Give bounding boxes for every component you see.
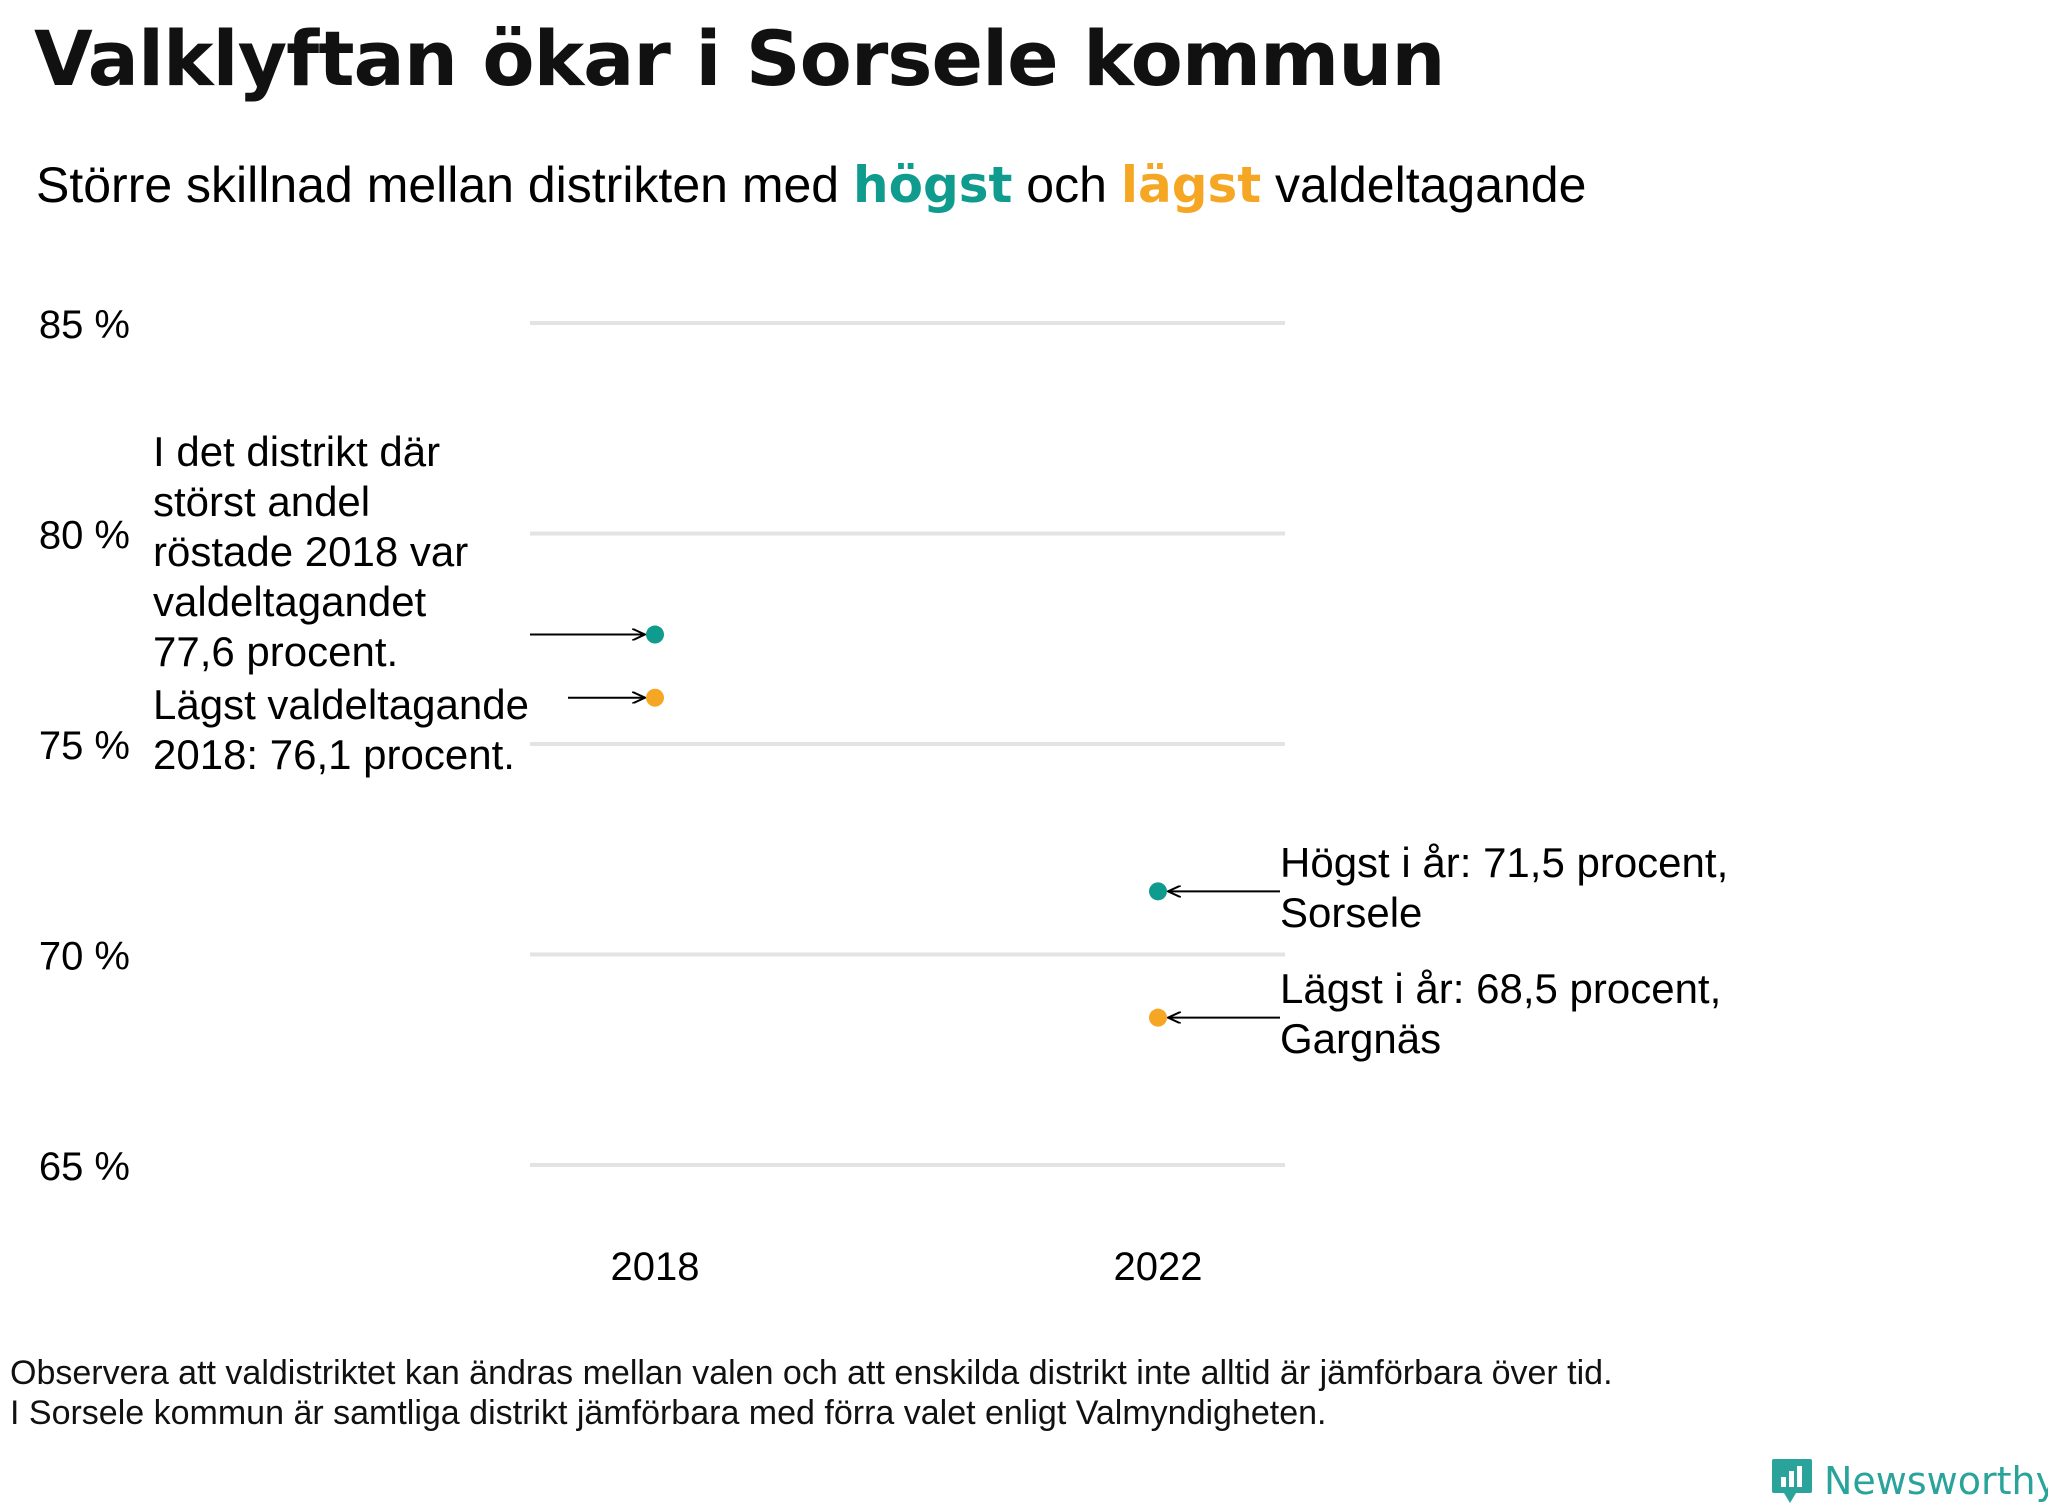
annotation-low-2018: Lägst valdeltagande 2018: 76,1 procent. (153, 681, 529, 778)
annotation-low-2022: Lägst i år: 68,5 procent, Gargnäs (1280, 965, 1722, 1062)
y-tick-label: 85 % (39, 303, 130, 347)
brand-name: Newsworthy (1824, 1459, 2048, 1503)
subtitle-text-middle: och (1012, 157, 1121, 213)
bar-chart-speech-bubble-icon (1772, 1459, 1812, 1503)
data-point-lägst-2022 (1149, 1008, 1167, 1027)
y-tick-label: 70 % (39, 935, 130, 979)
data-point-högst-2022 (1149, 882, 1167, 901)
data-point-högst-2018 (646, 625, 664, 644)
chart-subtitle: Större skillnad mellan distrikten med hö… (36, 156, 1586, 214)
subtitle-text-start: Större skillnad mellan distrikten med (36, 157, 853, 213)
data-point-lägst-2018 (646, 688, 664, 707)
annotation-high-2022: Högst i år: 71,5 procent, Sorsele (1280, 839, 1729, 936)
subtitle-text-end: valdeltagande (1261, 157, 1587, 213)
y-tick-label: 75 % (39, 724, 130, 768)
x-tick-label: 2022 (1114, 1245, 1203, 1289)
brand-logo: Newsworthy (1770, 1457, 2048, 1505)
chart-title: Valklyftan ökar i Sorsele kommun (34, 14, 1445, 103)
footnote-line-1: Observera att valdistriktet kan ändras m… (10, 1354, 1613, 1392)
y-tick-label: 65 % (39, 1145, 130, 1189)
subtitle-highlight-low: lägst (1120, 156, 1262, 214)
footnote: Observera att valdistriktet kan ändras m… (10, 1353, 1613, 1433)
y-tick-label: 80 % (39, 514, 130, 558)
footnote-line-2: I Sorsele kommun är samtliga distrikt jä… (10, 1394, 1327, 1432)
x-tick-label: 2018 (611, 1245, 700, 1289)
annotation-high-2018: I det distrikt där störst andel röstade 20… (153, 428, 469, 675)
subtitle-highlight-high: högst (853, 156, 1013, 214)
